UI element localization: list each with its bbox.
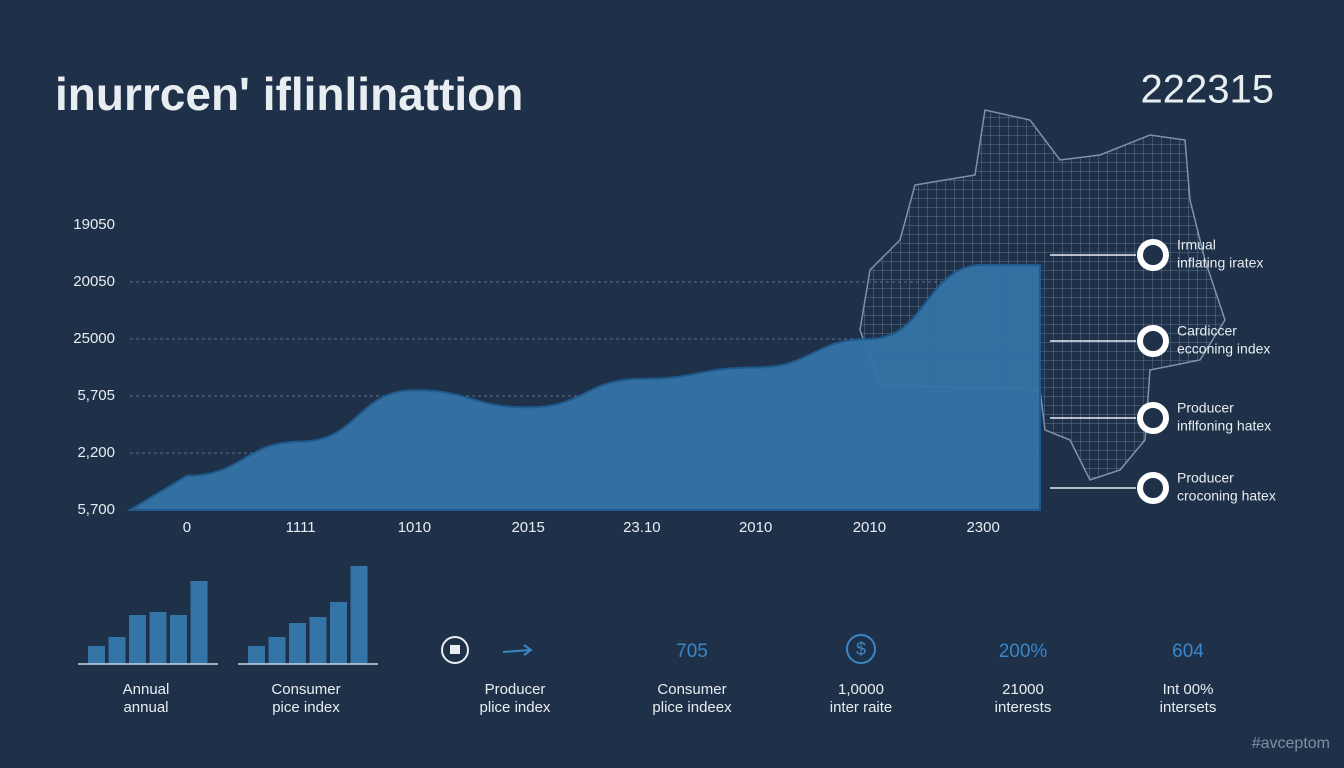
bar: [350, 566, 368, 664]
bar: [330, 602, 347, 664]
bar: [289, 623, 306, 664]
legend-marker: [1137, 472, 1169, 504]
stat-label: interests: [995, 699, 1052, 716]
y-tick-label: 5,705: [77, 387, 115, 404]
code: 222315: [1141, 68, 1274, 112]
bar: [149, 612, 167, 664]
legend-label: Irmual: [1177, 237, 1216, 253]
stat-value: 604: [1172, 641, 1204, 662]
stat-label: Consumer: [657, 681, 726, 698]
gear-icon: [441, 636, 469, 664]
x-tick-label: 2015: [511, 519, 544, 536]
caption: Annual: [123, 681, 170, 698]
legend-label: ecconing index: [1177, 341, 1270, 357]
y-tick-label: 2,200: [77, 444, 115, 461]
y-tick-label: 20050: [73, 273, 115, 290]
caption: annual: [123, 699, 168, 716]
stat-value: 705: [676, 641, 708, 662]
legend-label: inflfoning hatex: [1177, 418, 1271, 434]
area: [126, 263, 1041, 511]
legend-label: croconing hatex: [1177, 488, 1276, 504]
stat-label: 21000: [1002, 681, 1044, 698]
x-tick-label: 0: [183, 519, 191, 536]
legend-label: Cardiccer: [1177, 323, 1237, 339]
bar: [268, 637, 286, 664]
gear-icon-core: [450, 645, 460, 654]
x-tick-label: 2010: [853, 519, 886, 536]
arrow-icon: [502, 644, 533, 656]
legend-marker: [1137, 402, 1169, 434]
bar: [248, 646, 265, 664]
stat-value: 200%: [999, 641, 1048, 662]
legend-label: inflating iratex: [1177, 255, 1263, 271]
legend-marker: [1137, 325, 1169, 357]
bar: [108, 637, 126, 664]
dollar-sign: $: [856, 639, 866, 659]
stat-label: 1,0000: [838, 681, 884, 698]
stat-label: Producer: [485, 681, 546, 698]
watermark: #avceptom: [1252, 735, 1330, 752]
icons: $: [441, 634, 876, 664]
caption: pice index: [272, 699, 340, 716]
bar: [129, 615, 146, 664]
dollar-icon: [846, 634, 876, 664]
bar: [88, 646, 105, 664]
caption: Consumer: [271, 681, 340, 698]
stat-label: Int 00%: [1163, 681, 1214, 698]
y-tick-label: 19050: [73, 216, 115, 233]
x-tick-label: 1010: [398, 519, 431, 536]
y-tick-label: 5,700: [77, 501, 115, 518]
title: inurrcen' iflinlinattion: [55, 68, 523, 120]
x-tick-label: 2010: [739, 519, 772, 536]
stat-label: inter raite: [830, 699, 893, 716]
x-tick-label: 2300: [966, 519, 999, 536]
x-tick-label: 1111: [286, 519, 316, 536]
y-tick-label: 25000: [73, 330, 115, 347]
legend-label: Producer: [1177, 470, 1234, 486]
stat-label: plice index: [480, 699, 551, 716]
stat-label: intersets: [1160, 699, 1217, 716]
bar: [309, 617, 327, 664]
legend-label: Producer: [1177, 400, 1234, 416]
bar: [170, 615, 187, 664]
x-tick-label: 23.10: [623, 519, 661, 536]
stat-label: plice indeex: [652, 699, 732, 716]
legend-marker: [1137, 239, 1169, 271]
bar: [190, 581, 208, 664]
